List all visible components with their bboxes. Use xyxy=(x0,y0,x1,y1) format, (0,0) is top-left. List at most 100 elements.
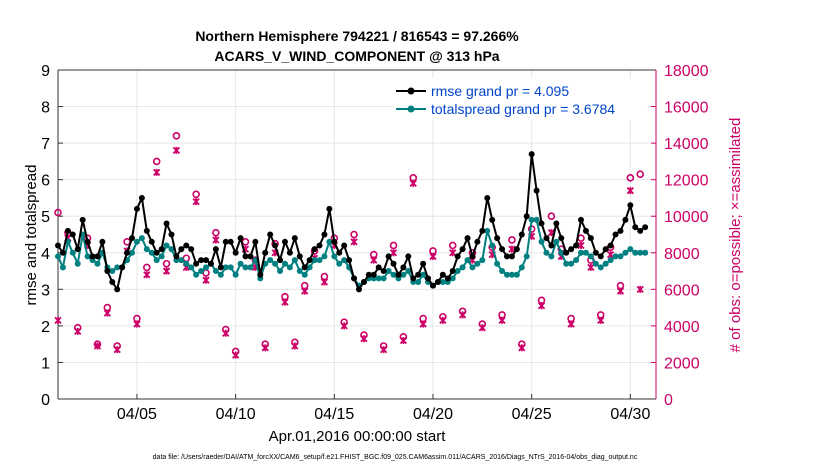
spread-point xyxy=(385,268,392,275)
rmse-point xyxy=(286,249,293,256)
rmse-point xyxy=(523,213,530,220)
obs-possible-point xyxy=(626,174,635,182)
obs-assimilated-point xyxy=(222,329,230,337)
obs-assimilated-point xyxy=(626,186,634,195)
rmse-point xyxy=(341,242,348,249)
obs-assimilated-point xyxy=(567,320,575,328)
spread-point xyxy=(489,242,496,249)
obs-assimilated-point xyxy=(597,316,605,325)
obs-assimilated-point xyxy=(478,324,486,332)
spread-point xyxy=(627,246,634,253)
rmse-point xyxy=(469,253,476,260)
obs-assimilated-point xyxy=(340,322,348,330)
rmse-point xyxy=(513,246,520,253)
spread-point xyxy=(400,271,407,278)
spread-point xyxy=(301,271,308,278)
legend-rmse-marker xyxy=(407,87,415,95)
spread-point xyxy=(281,260,288,267)
rmse-point xyxy=(420,260,427,267)
spread-point xyxy=(321,253,328,260)
spread-point xyxy=(341,257,348,264)
rmse-point xyxy=(351,275,358,282)
obs-assimilated-point xyxy=(301,287,309,295)
rmse-point xyxy=(198,257,205,264)
obs-assimilated-point xyxy=(133,320,141,328)
rmse-point xyxy=(267,231,274,238)
rmse-point xyxy=(74,246,81,253)
rmse-point xyxy=(158,246,165,253)
y-left-tick-label: 4 xyxy=(41,246,50,263)
chart-title-line2: ACARS_V_WIND_COMPONENT @ 313 hPa xyxy=(214,48,499,64)
obs-possible-point xyxy=(143,263,151,272)
x-tick-label: 04/30 xyxy=(610,406,650,423)
obs-assimilated-point xyxy=(172,146,181,155)
rmse-point xyxy=(163,220,170,227)
rmse-point xyxy=(597,253,604,260)
obs-assimilated-point xyxy=(350,238,358,246)
obs-possible-point xyxy=(152,157,161,166)
spread-point xyxy=(439,279,446,286)
obs-possible-point xyxy=(448,241,457,250)
rmse-point xyxy=(316,242,323,249)
spread-point xyxy=(415,279,422,286)
x-tick-label: 04/20 xyxy=(413,406,453,423)
spread-point xyxy=(494,260,501,267)
spread-point xyxy=(563,260,570,267)
spread-point xyxy=(188,264,195,271)
spread-point xyxy=(316,257,323,264)
rmse-point xyxy=(592,249,599,256)
spread-point xyxy=(272,260,279,267)
spread-point xyxy=(222,264,229,271)
spread-point xyxy=(326,238,333,245)
rmse-point xyxy=(538,220,545,227)
rmse-point xyxy=(336,249,343,256)
y-left-tick-label: 6 xyxy=(41,173,50,190)
spread-point xyxy=(311,257,318,264)
spread-point xyxy=(114,264,121,271)
rmse-point xyxy=(390,260,397,267)
spread-point xyxy=(306,264,313,271)
spread-point xyxy=(622,249,629,256)
footer-data-file: data file: /Users/raeder/DAI/ATM_forcXX/… xyxy=(153,454,638,461)
obs-possible-point xyxy=(192,190,200,199)
obs-assimilated-point xyxy=(508,245,516,253)
y-right-tick-label: 0 xyxy=(664,392,673,409)
rmse-point xyxy=(563,249,570,256)
spread-point xyxy=(193,271,200,278)
obs-assimilated-point xyxy=(370,256,378,264)
spread-point xyxy=(129,249,136,256)
obs-assimilated-point xyxy=(419,320,427,328)
spread-point xyxy=(533,216,540,223)
obs-possible-point xyxy=(54,208,62,217)
rmse-point xyxy=(429,282,436,289)
rmse-point xyxy=(247,253,254,260)
rmse-point xyxy=(444,275,451,282)
rmse-point xyxy=(489,216,496,223)
obs-assimilated-point xyxy=(162,267,171,275)
y-right-tick-label: 4000 xyxy=(664,319,700,336)
y-right-tick-label: 14000 xyxy=(664,136,709,153)
obs-assimilated-point xyxy=(577,241,585,250)
rmse-point xyxy=(79,216,86,223)
rmse-point xyxy=(479,227,486,234)
y-axis-label-right: # of obs: o=possible; ×=assimilated xyxy=(727,118,744,353)
rmse-point xyxy=(114,286,121,293)
spread-point xyxy=(405,268,412,275)
rmse-point xyxy=(148,238,155,245)
rmse-point xyxy=(434,279,441,286)
spread-point xyxy=(592,260,599,267)
spread-point xyxy=(449,275,456,282)
rmse-point xyxy=(331,238,338,245)
y-left-tick-label: 1 xyxy=(41,355,50,372)
rmse-point xyxy=(360,279,367,286)
spread-point xyxy=(153,257,160,264)
spread-point xyxy=(380,275,387,282)
rmse-point xyxy=(395,271,402,278)
obs-assimilated-point xyxy=(93,342,102,350)
rmse-point xyxy=(439,271,446,278)
rmse-point xyxy=(168,231,175,238)
rmse-point xyxy=(183,242,190,249)
rmse-point xyxy=(503,253,510,260)
obs-assimilated-point xyxy=(320,278,329,286)
rmse-point xyxy=(326,205,333,212)
